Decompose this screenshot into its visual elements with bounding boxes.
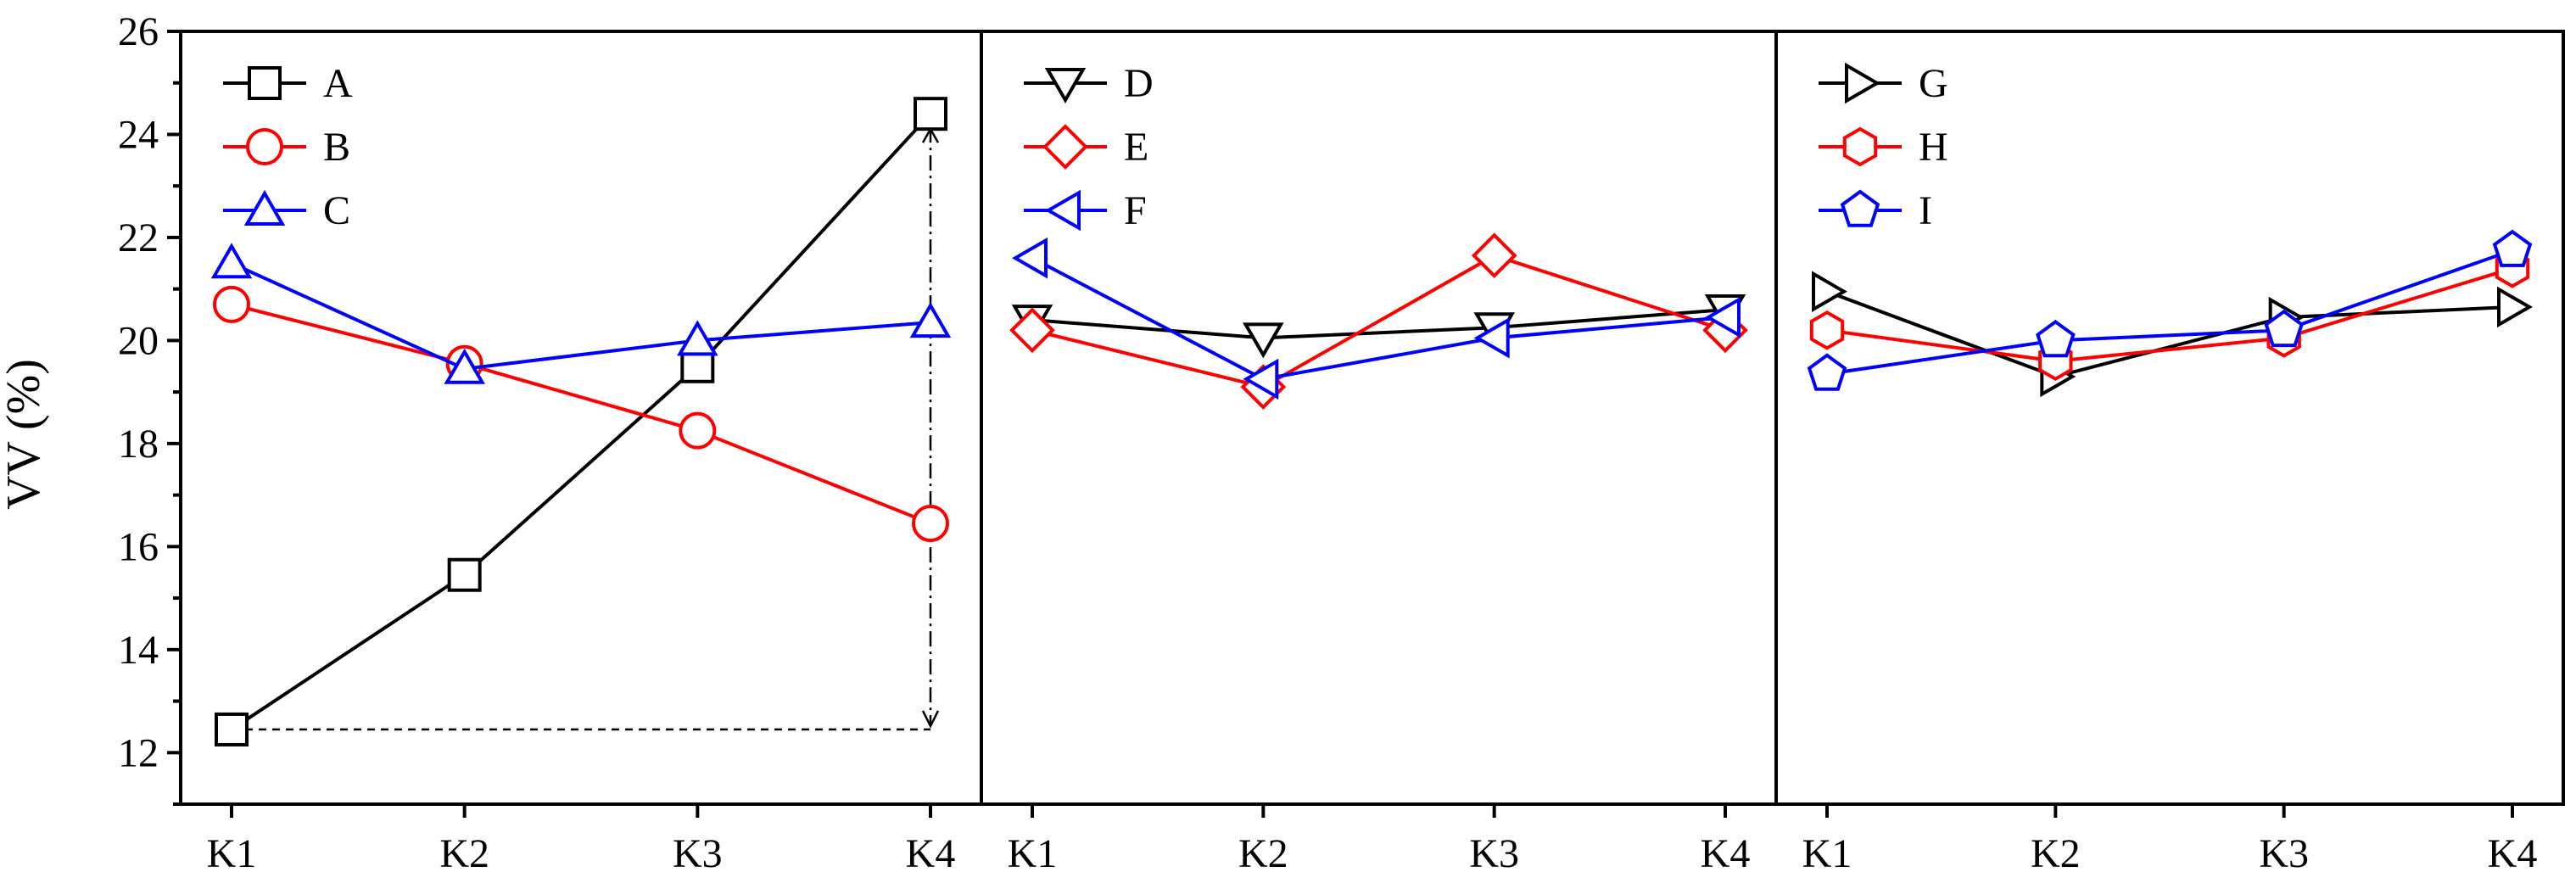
y-tick-label: 14 bbox=[118, 628, 159, 673]
series-line-E bbox=[1031, 254, 1726, 389]
y-axis-title: VV (%) bbox=[0, 359, 50, 510]
legend-label-C: C bbox=[323, 188, 350, 233]
panel-1: K1 K2 K3 K4 12 14 16 18 20 22 24 26 ABC bbox=[118, 9, 983, 876]
data-point-F-K3 bbox=[1473, 317, 1510, 359]
y-tick-label: 20 bbox=[118, 318, 159, 363]
legend-item-E: E bbox=[1024, 124, 1148, 170]
data-point-I-K1 bbox=[1807, 353, 1847, 391]
legend-label-B: B bbox=[323, 125, 350, 170]
data-point-E-K1 bbox=[1009, 307, 1055, 354]
data-point-F-K4 bbox=[1705, 296, 1741, 338]
legend-item-H: H bbox=[1819, 125, 1948, 170]
legend-item-B: B bbox=[223, 125, 350, 170]
x-tick-label: K2 bbox=[2031, 831, 2081, 876]
series-F bbox=[1012, 237, 1741, 400]
legend-marker-B bbox=[246, 128, 283, 165]
data-point-B-K3 bbox=[679, 411, 717, 450]
legend-marker-E bbox=[1042, 124, 1088, 170]
y-tick-label: 16 bbox=[118, 524, 159, 569]
data-point-A-K4 bbox=[914, 97, 947, 131]
legend-marker-G bbox=[1845, 62, 1880, 104]
legend-item-A: A bbox=[223, 61, 353, 106]
annotation-arrow-down bbox=[921, 710, 940, 729]
data-point-B-K4 bbox=[912, 505, 949, 543]
y-tick-label: 12 bbox=[118, 730, 159, 775]
series-A bbox=[215, 97, 947, 746]
data-point-I-K2 bbox=[2036, 319, 2076, 358]
legend-label-F: F bbox=[1124, 188, 1147, 233]
legend: GHI bbox=[1819, 61, 1948, 233]
series-line-G bbox=[1826, 289, 2513, 378]
y-tick-label: 24 bbox=[118, 112, 159, 157]
x-tick-label: K3 bbox=[1469, 831, 1519, 876]
data-point-F-K2 bbox=[1243, 358, 1279, 400]
legend-item-I: I bbox=[1819, 188, 1932, 233]
legend-marker-F bbox=[1045, 189, 1081, 232]
data-point-C-K2 bbox=[444, 348, 485, 384]
series-line-F bbox=[1031, 256, 1726, 381]
data-point-C-K4 bbox=[909, 302, 952, 338]
series-B bbox=[213, 285, 949, 543]
series-line-C bbox=[231, 261, 931, 371]
x-tick-label: K4 bbox=[2488, 831, 2538, 876]
legend-item-C: C bbox=[223, 188, 350, 233]
legend-marker-I bbox=[1840, 189, 1880, 227]
legend-item-D: D bbox=[1024, 61, 1154, 106]
series-I bbox=[1807, 229, 2533, 391]
legend-label-H: H bbox=[1919, 125, 1948, 170]
series-line-A bbox=[230, 112, 932, 731]
panel-frame bbox=[1774, 30, 2565, 806]
data-point-C-K3 bbox=[677, 320, 718, 356]
legend-label-G: G bbox=[1919, 61, 1948, 106]
x-tick-label: K1 bbox=[1008, 831, 1058, 876]
legend-label-A: A bbox=[323, 61, 353, 106]
legend-marker-C bbox=[243, 190, 286, 226]
data-point-E-K3 bbox=[1471, 232, 1517, 279]
x-tick-label: K1 bbox=[207, 831, 257, 876]
y-tick-label: 22 bbox=[118, 215, 159, 260]
x-tick-label: K3 bbox=[673, 831, 723, 876]
panel-2: K1 K2 K3 K4 DEF bbox=[980, 30, 1778, 876]
series-line-D bbox=[1031, 308, 1726, 340]
legend: ABC bbox=[223, 61, 353, 233]
data-point-A-K2 bbox=[447, 557, 482, 592]
legend-marker-H bbox=[1842, 126, 1878, 167]
series-E bbox=[1009, 232, 1748, 410]
x-tick-label: K2 bbox=[1238, 831, 1288, 876]
legend-item-G: G bbox=[1819, 61, 1948, 106]
data-point-B-K1 bbox=[213, 285, 250, 323]
x-tick-label: K2 bbox=[439, 831, 489, 876]
legend-marker-A bbox=[248, 66, 282, 100]
data-point-D-K2 bbox=[1243, 322, 1284, 359]
x-tick-label: K4 bbox=[1701, 831, 1751, 876]
data-point-G-K1 bbox=[1812, 271, 1847, 312]
y-tick-label: 18 bbox=[118, 422, 159, 467]
data-point-H-K1 bbox=[1809, 310, 1845, 350]
series-line-H bbox=[1826, 266, 2513, 363]
legend-label-D: D bbox=[1124, 61, 1154, 106]
series-line-I bbox=[1826, 249, 2513, 376]
data-point-C-K1 bbox=[210, 243, 253, 279]
data-point-F-K1 bbox=[1012, 237, 1048, 279]
x-tick-label: K4 bbox=[906, 831, 956, 876]
data-point-I-K3 bbox=[2264, 309, 2304, 348]
legend-label-E: E bbox=[1124, 125, 1148, 170]
series-C bbox=[210, 243, 952, 384]
series-line-B bbox=[231, 302, 931, 525]
x-tick-label: K3 bbox=[2259, 831, 2309, 876]
legend-item-F: F bbox=[1024, 188, 1147, 233]
data-point-A-K1 bbox=[215, 712, 249, 746]
panel-3: K1 K2 K3 K4 GHI bbox=[1774, 30, 2565, 876]
x-tick-label: K1 bbox=[1802, 831, 1852, 876]
legend: DEF bbox=[1024, 61, 1154, 233]
legend-label-I: I bbox=[1919, 188, 1932, 233]
y-tick-label: 26 bbox=[118, 9, 159, 54]
data-point-I-K4 bbox=[2492, 229, 2533, 267]
data-point-G-K4 bbox=[2497, 286, 2533, 328]
legend-marker-D bbox=[1044, 68, 1087, 103]
